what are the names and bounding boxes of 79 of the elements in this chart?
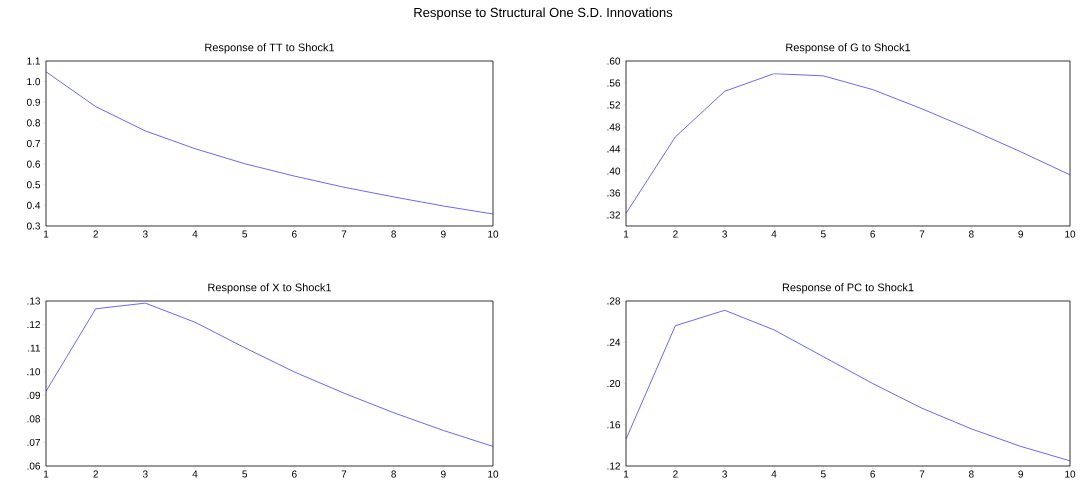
y-tick-label: 0.3 [26,222,41,230]
chart-title: Response of X to Shock1 [208,283,332,294]
line-series [626,309,1071,462]
y-tick-label: 0.7 [26,139,40,148]
y-tick-label: .20 [607,379,621,388]
y-tick-label: .08 [27,415,41,423]
x-tick-label: 5 [820,230,826,238]
x-tick-label: 3 [142,470,148,478]
y-tick-label: .52 [607,101,620,109]
x-tick-label: 10 [488,470,499,478]
y-tick-label: .16 [607,421,621,429]
x-tick-label: 1 [43,470,49,478]
y-tick-label: .09 [27,391,40,399]
x-tick-label: 3 [142,230,148,238]
y-tick-label: .60 [607,57,621,65]
x-tick-label: 6 [292,470,297,478]
x-tick-label: 6 [292,230,297,238]
line-series [46,302,493,447]
line-series [46,71,493,215]
y-tick-label: .44 [607,145,621,153]
y-tick-label: .07 [27,438,40,446]
y-tick-label: 0.4 [26,201,41,209]
x-tick-label: 7 [341,470,347,478]
chart-title: Response of TT to Shock1 [205,43,335,54]
y-tick-label: 0.6 [26,160,41,168]
x-tick-label: 3 [722,470,728,478]
y-tick-label: .48 [607,123,621,131]
x-tick-label: 1 [624,470,629,478]
chart-title: Response of PC to Shock1 [782,283,914,294]
y-tick-label: .06 [27,462,41,470]
y-tick-label: .32 [607,211,620,219]
y-tick-label: 1.1 [27,57,40,65]
x-tick-label: 2 [673,470,678,478]
y-tick-label: .12 [607,462,620,470]
x-tick-label: 4 [771,230,777,238]
x-tick-label: 5 [242,230,248,238]
x-tick-label: 8 [391,470,397,478]
x-tick-label: 8 [969,230,974,238]
x-tick-label: 6 [870,470,876,478]
x-tick-label: 8 [391,230,397,238]
x-tick-label: 2 [93,470,98,478]
y-tick-label: .12 [27,321,40,329]
x-tick-label: 2 [93,230,98,238]
x-tick-label: 7 [919,470,925,478]
y-tick-label: .13 [27,297,41,305]
x-tick-label: 6 [870,230,876,238]
text: Response to Structural One S.D. Innovations [414,7,673,20]
x-tick-label: 1 [624,230,629,238]
y-tick-label: .36 [607,189,621,197]
x-tick-label: 4 [192,470,198,478]
x-tick-label: 8 [969,470,974,478]
x-tick-label: 9 [1018,470,1023,478]
x-tick-label: 4 [192,230,198,238]
x-tick-label: 4 [771,470,777,478]
y-tick-label: .24 [607,338,621,346]
x-tick-label: 5 [242,470,248,478]
x-tick-label: 3 [722,230,728,238]
chart-title: Response of G to Shock1 [786,43,911,54]
x-tick-label: 7 [341,230,347,238]
x-tick-label: 9 [441,470,446,478]
x-tick-label: 9 [1018,230,1023,238]
line-series [626,73,1071,214]
x-tick-label: 2 [673,230,678,238]
y-tick-label: .10 [27,368,41,376]
y-tick-label: 0.5 [26,181,41,189]
x-tick-label: 10 [1065,230,1076,238]
x-tick-label: 5 [820,470,826,478]
x-tick-label: 1 [43,230,49,238]
y-tick-label: .11 [28,344,40,352]
x-tick-label: 10 [488,230,499,238]
x-tick-label: 7 [919,230,925,238]
y-tick-label: .40 [607,167,621,175]
x-tick-label: 10 [1065,470,1076,478]
y-tick-label: .56 [607,79,621,87]
x-tick-label: 9 [441,230,446,238]
y-tick-label: 0.8 [26,119,41,127]
y-tick-label: 1.0 [27,78,41,86]
y-tick-label: .28 [607,297,621,305]
y-tick-label: 0.9 [26,98,40,106]
